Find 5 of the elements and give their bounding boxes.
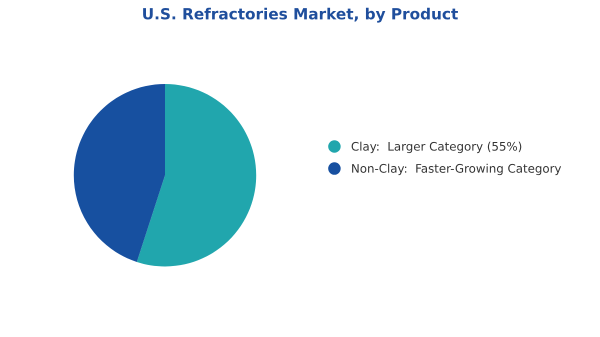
legend-label: Clay: Larger Category (55%) [352, 142, 522, 154]
chart-title: U.S. Refractories Market, by Product [143, 8, 458, 23]
legend-label: Non-Clay: Faster-Growing Category [352, 164, 562, 176]
pie-slice [136, 84, 256, 266]
pie-slice [74, 84, 165, 262]
